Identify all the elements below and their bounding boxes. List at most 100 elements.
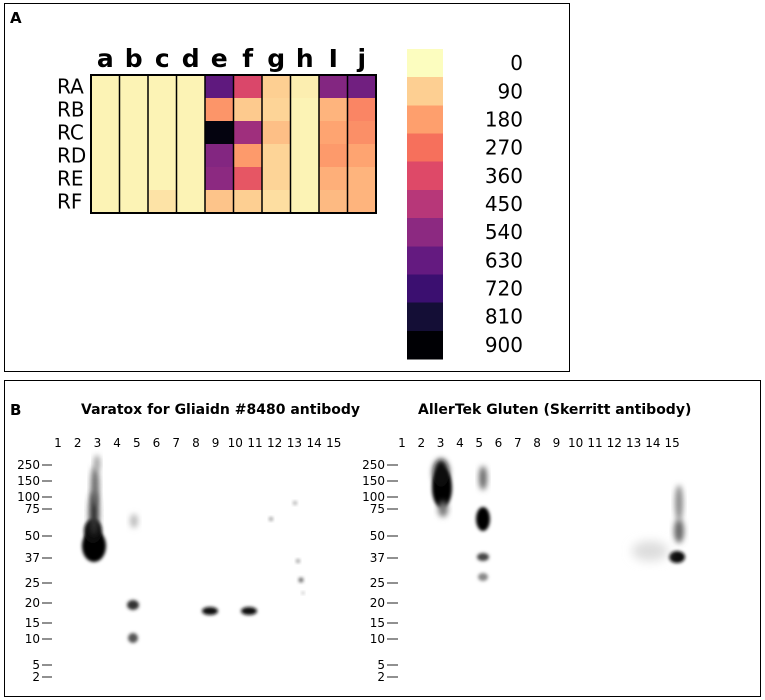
lane-number: 11 [247, 436, 262, 450]
heatmap-cell [148, 167, 177, 190]
row-label: RA [57, 75, 84, 99]
heatmap-cell [176, 98, 205, 121]
row-label: RF [57, 190, 82, 214]
lane-number: 12 [607, 436, 622, 450]
heatmap-cell [290, 144, 319, 167]
heatmap-cell [148, 98, 177, 121]
heatmap-cell [176, 75, 205, 98]
lane-number: 6 [153, 436, 161, 450]
band [632, 541, 668, 561]
row-label: RC [57, 121, 84, 145]
lane-number: 7 [172, 436, 180, 450]
column-label: d [182, 44, 200, 73]
lane-number: 14 [645, 436, 660, 450]
heatmap-cell [205, 144, 234, 167]
lane-number: 1 [54, 436, 62, 450]
heatmap-cell [119, 121, 148, 144]
heatmap-cell [290, 167, 319, 190]
legend-swatch [407, 189, 443, 219]
lane-number: 4 [456, 436, 464, 450]
heatmap-cell [233, 98, 262, 121]
heatmap-cell [347, 144, 376, 167]
heatmap-cell [262, 167, 291, 190]
lane-number: 10 [228, 436, 243, 450]
heatmap-cell [205, 121, 234, 144]
heatmap-cell [290, 190, 319, 213]
lane-number: 2 [74, 436, 82, 450]
legend-swatch [407, 274, 443, 304]
legend-tick-label: 900 [485, 333, 523, 357]
lane-number: 13 [626, 436, 641, 450]
column-label: j [356, 44, 366, 73]
heatmap-cell [262, 75, 291, 98]
heatmap-cell [290, 98, 319, 121]
heatmap-cell [176, 121, 205, 144]
heatmap-cell [319, 98, 348, 121]
heatmap-cell [233, 167, 262, 190]
mw-marker-label: 2 [377, 670, 385, 684]
speck [269, 517, 273, 521]
color-legend: 0 90 180 270 360 450 540 630 720 810 900 [407, 49, 523, 360]
heatmap-cell [233, 75, 262, 98]
heatmap-cell [262, 144, 291, 167]
blot-right [432, 459, 685, 581]
column-label: b [125, 44, 143, 73]
lane-number: 9 [212, 436, 220, 450]
heatmap-cell [205, 190, 234, 213]
mw-marker-label: 15 [25, 616, 40, 630]
lane-number: 6 [495, 436, 503, 450]
heatmap-cell [233, 121, 262, 144]
mw-marker-label: 25 [370, 576, 385, 590]
panel-b: B Varatox for Gliaidn #8480 antibody All… [4, 380, 761, 697]
legend-tick-label: 810 [485, 305, 523, 329]
legend-tick-label: 180 [485, 107, 523, 131]
legend-tick-label: 270 [485, 136, 523, 160]
heatmap-cell [290, 75, 319, 98]
mw-marker-label: 20 [370, 596, 385, 610]
heatmap-cell [319, 190, 348, 213]
speck [298, 577, 304, 583]
heatmap-cell [148, 144, 177, 167]
western-blot-figure: 1 2 3 4 5 6 7 8 9 10 11 12 13 14 15 1 2 3 4 5 6 7 8 9 10 11 12 13 14… [17, 436, 685, 684]
heatmap-cells [91, 75, 376, 213]
column-label: e [211, 44, 228, 73]
heatmap-cell [176, 190, 205, 213]
blot-left [82, 455, 305, 643]
legend-swatch [407, 218, 443, 247]
heatmap-cell [119, 144, 148, 167]
mw-marker-label: 100 [362, 490, 385, 504]
heatmap-cell [91, 121, 120, 144]
legend-tick-label: 90 [498, 79, 523, 103]
legend-tick-label: 360 [485, 164, 523, 188]
blot-right-title: AllerTek Gluten (Skerritt antibody) [418, 402, 692, 418]
column-label: c [155, 44, 170, 73]
heatmap-cell [148, 121, 177, 144]
lane-number: 10 [568, 436, 583, 450]
heatmap-cell [319, 75, 348, 98]
speck [301, 591, 305, 595]
legend-tick-label: 630 [485, 248, 523, 272]
lane-number: 12 [267, 436, 282, 450]
band [433, 459, 449, 487]
band [91, 466, 99, 506]
heatmap-cell [119, 190, 148, 213]
lane-number: 13 [287, 436, 302, 450]
mw-marker-label: 150 [17, 474, 40, 488]
mw-marker-label: 250 [362, 458, 385, 472]
heatmap-cell [319, 144, 348, 167]
mw-marker-label: 15 [370, 616, 385, 630]
mw-marker-label: 10 [25, 632, 40, 646]
band [675, 485, 683, 521]
mw-marker-label: 150 [362, 474, 385, 488]
heatmap-cell [148, 190, 177, 213]
heatmap-cell [347, 75, 376, 98]
legend-swatch [407, 77, 443, 106]
band [477, 553, 489, 561]
heatmap-cell [233, 190, 262, 213]
column-label: a [97, 44, 114, 73]
lane-number: 15 [665, 436, 680, 450]
heatmap-cell [119, 98, 148, 121]
lane-number: 15 [326, 436, 341, 450]
row-label: RE [57, 167, 84, 191]
legend-swatch [407, 49, 443, 78]
